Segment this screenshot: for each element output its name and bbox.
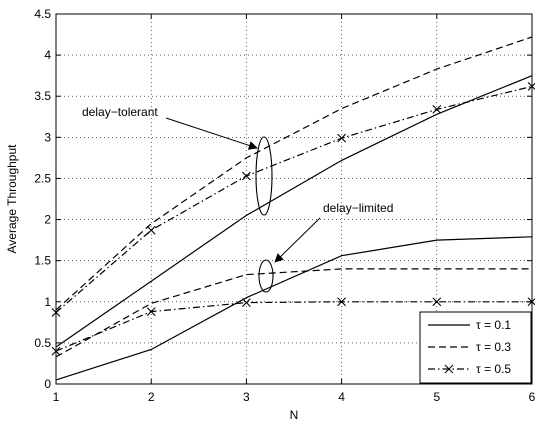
annotation-ellipse	[255, 136, 273, 216]
annotations: delay−tolerant delay−limited	[82, 105, 393, 293]
y-axis-label: Average Throughput	[5, 144, 19, 254]
x-tick-label: 4	[338, 390, 345, 404]
annotation-label: delay−tolerant	[82, 105, 158, 119]
y-tick-label: 1	[44, 295, 51, 309]
x-tick-label: 5	[433, 390, 440, 404]
series-line-delay-tolerant-solid	[55, 75, 533, 348]
data-point-marker	[337, 297, 346, 307]
x-tick-label: 3	[243, 390, 250, 404]
legend-label: τ = 0.1	[476, 318, 511, 332]
x-axis-label: N	[290, 408, 299, 422]
legend-label: τ = 0.3	[476, 340, 511, 354]
series-line-delay-limited-dashed	[55, 268, 532, 358]
series-line-delay-tolerant-dashdot	[55, 85, 533, 313]
y-tick-label: 4	[44, 48, 51, 62]
y-tick-label: 0.5	[34, 336, 51, 350]
annotation-ellipse	[258, 259, 274, 293]
x-tick-label: 6	[529, 390, 535, 404]
legend-marker	[444, 364, 454, 374]
data-point-marker	[146, 225, 156, 235]
y-tick-label: 1.5	[34, 254, 51, 268]
ticks: 1 2 3 4 5 6 0 0.5 1 1.5 2 2.5 3 3.5 4 4.5	[34, 7, 535, 404]
grid	[56, 14, 532, 384]
y-tick-label: 2.5	[34, 171, 51, 185]
y-tick-label: 3	[44, 130, 51, 144]
series-line-delay-tolerant-dashed	[55, 36, 533, 311]
x-tick-label: 2	[148, 390, 155, 404]
data-point-marker	[432, 104, 442, 114]
annotation-arrow	[274, 217, 321, 263]
legend-label: τ = 0.5	[476, 362, 511, 376]
data-point-marker	[432, 297, 442, 307]
data-point-marker	[242, 171, 251, 181]
y-tick-label: 4.5	[34, 7, 51, 21]
legend: τ = 0.1 τ = 0.3 τ = 0.5	[419, 311, 532, 384]
legend-box	[419, 311, 532, 384]
y-tick-label: 0	[44, 377, 51, 391]
annotation-arrow	[165, 117, 258, 150]
data-point-marker	[337, 133, 346, 143]
y-tick-label: 2	[44, 213, 51, 227]
series-line-delay-limited-solid	[55, 236, 533, 381]
x-tick-label: 1	[53, 390, 60, 404]
y-tick-label: 3.5	[34, 89, 51, 103]
data-point-marker	[242, 298, 251, 307]
annotation-label: delay−limited	[323, 201, 393, 215]
data-point-marker	[146, 307, 156, 317]
plot-frame	[55, 13, 533, 385]
